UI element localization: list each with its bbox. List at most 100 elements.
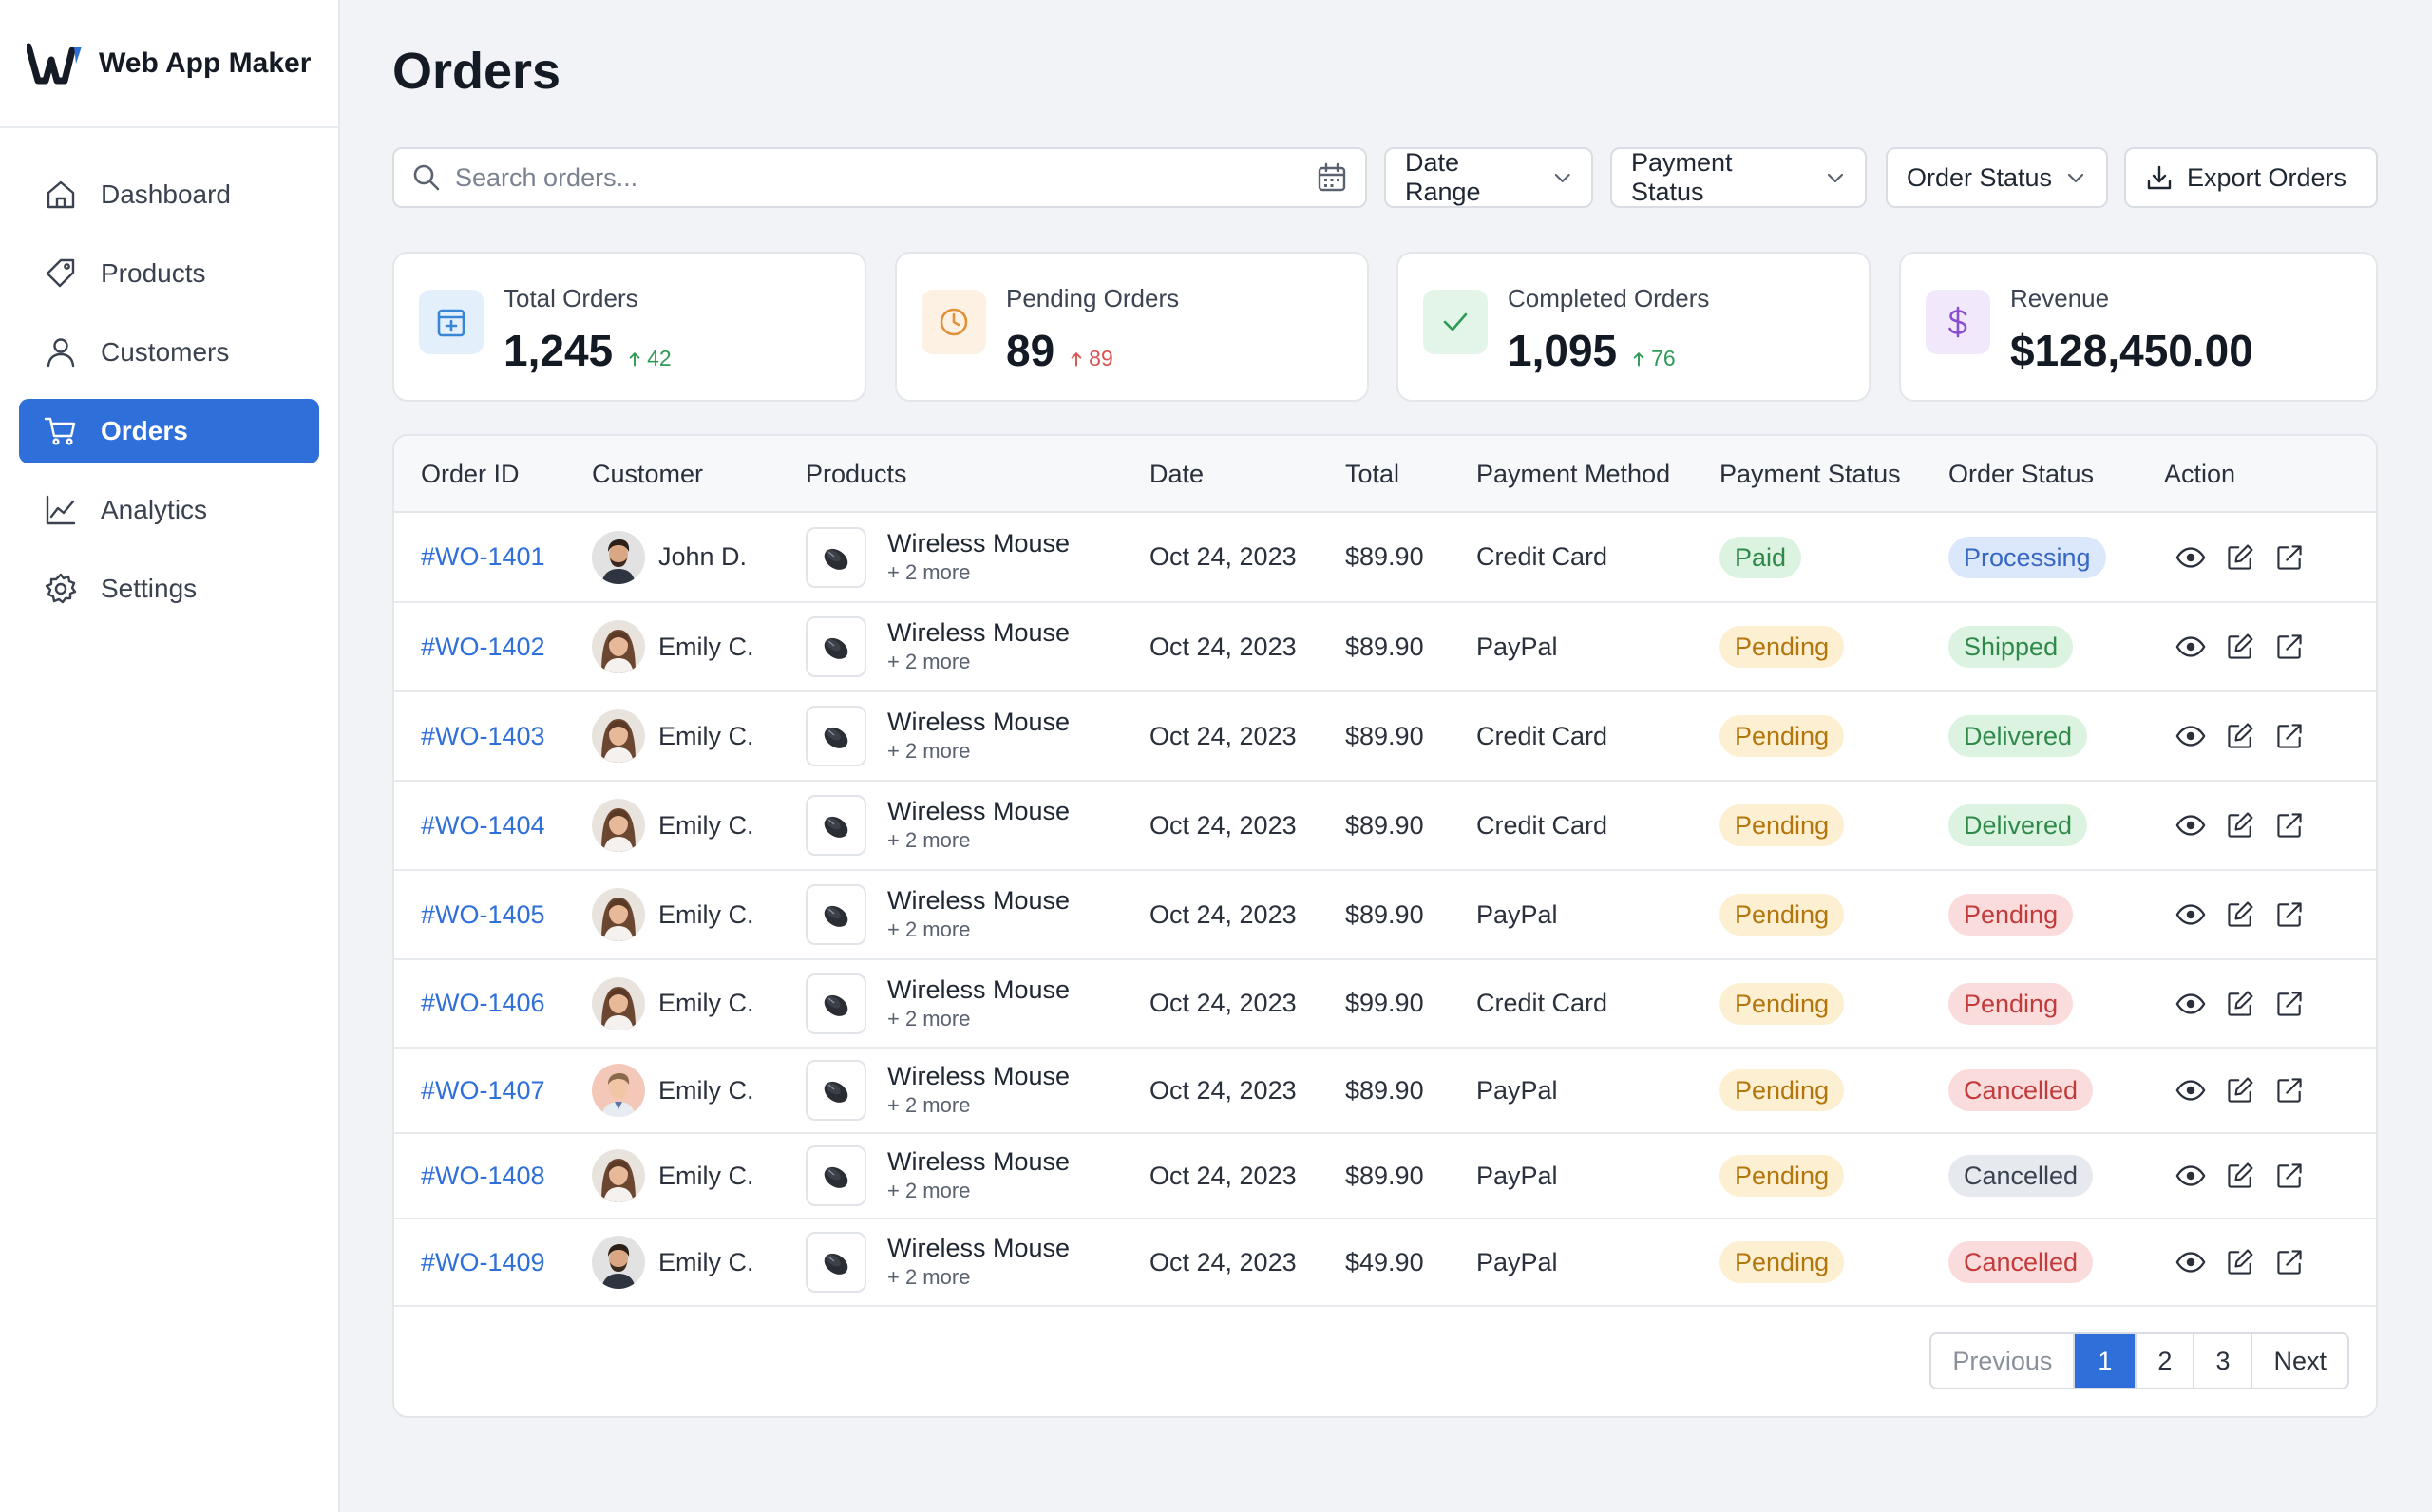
action-cell: [2174, 1049, 2322, 1132]
order-id-link[interactable]: #WO-1406: [421, 989, 545, 1017]
customer-cell: Emily C.: [592, 603, 754, 690]
eye-icon[interactable]: [2174, 540, 2208, 575]
edit-icon[interactable]: [2223, 630, 2257, 664]
search-box[interactable]: [392, 147, 1367, 208]
page-button-2[interactable]: 2: [2137, 1334, 2195, 1388]
table-row[interactable]: #WO-1408 Emily C. Wireless Mouse + 2 more Oc…: [394, 1134, 2376, 1219]
table-row[interactable]: #WO-1409 Emily C. Wireless Mouse + 2 more Oc…: [394, 1219, 2376, 1307]
edit-icon[interactable]: [2223, 987, 2257, 1021]
table-row[interactable]: #WO-1405 Emily C. Wireless Mouse + 2 more Oc…: [394, 871, 2376, 960]
table-row[interactable]: #WO-1402 Emily C. Wireless Mouse + 2 more Oc…: [394, 603, 2376, 692]
order-total: $89.90: [1345, 899, 1424, 929]
previous-page-button[interactable]: Previous: [1931, 1334, 2076, 1388]
order-id-link[interactable]: #WO-1404: [421, 810, 545, 840]
date-cell: Oct 24, 2023: [1150, 692, 1297, 780]
eye-icon[interactable]: [2174, 898, 2208, 932]
edit-external-icon[interactable]: [2272, 1073, 2307, 1107]
stat-trend-value: 89: [1089, 346, 1113, 370]
column-header-total[interactable]: Total: [1345, 460, 1400, 488]
edit-external-icon[interactable]: [2272, 1159, 2307, 1193]
payment-status-badge: Pending: [1720, 715, 1845, 757]
edit-icon[interactable]: [2223, 1245, 2257, 1279]
sidebar-item-dashboard[interactable]: Dashboard: [19, 162, 319, 227]
edit-external-icon[interactable]: [2272, 540, 2307, 575]
edit-icon[interactable]: [2223, 719, 2257, 753]
table-row[interactable]: #WO-1401 John D. Wireless Mouse + 2 more Oct…: [394, 513, 2376, 603]
column-header-payment-status[interactable]: Payment Status: [1720, 460, 1901, 488]
eye-icon[interactable]: [2174, 1245, 2208, 1279]
payment-method: Credit Card: [1476, 989, 1608, 1017]
page-button-1[interactable]: 1: [2075, 1334, 2138, 1388]
column-header-payment-method[interactable]: Payment Method: [1476, 460, 1671, 488]
stat-value: $128,450.00: [2010, 325, 2253, 376]
sidebar-item-customers[interactable]: Customers: [19, 320, 319, 385]
order-id-link[interactable]: #WO-1402: [421, 632, 545, 661]
table-row[interactable]: #WO-1407 Emily C. Wireless Mouse + 2 more Oc…: [394, 1049, 2376, 1134]
payment-status-dropdown[interactable]: Payment Status: [1610, 147, 1867, 208]
eye-icon[interactable]: [2174, 1159, 2208, 1193]
product-more: + 2 more: [887, 917, 971, 941]
column-header-date[interactable]: Date: [1150, 460, 1205, 488]
order-status-dropdown[interactable]: Order Status: [1886, 147, 2108, 208]
sidebar-item-orders[interactable]: Orders: [19, 399, 319, 463]
table-row[interactable]: #WO-1406 Emily C. Wireless Mouse + 2 more Oc…: [394, 960, 2376, 1049]
sidebar-item-analytics[interactable]: Analytics: [19, 478, 319, 542]
product-name: Wireless Mouse: [887, 708, 1071, 736]
order-id-link[interactable]: #WO-1409: [421, 1247, 545, 1276]
page-title: Orders: [392, 43, 561, 100]
product-more: + 2 more: [887, 650, 971, 673]
brand-logo-icon: [27, 43, 82, 84]
edit-external-icon[interactable]: [2272, 1245, 2307, 1279]
customer-cell: Emily C.: [592, 1049, 754, 1132]
stat-value: 1,245 42: [504, 325, 672, 376]
table-row[interactable]: #WO-1403 Emily C. Wireless Mouse + 2 more Oc…: [394, 692, 2376, 782]
date-range-dropdown[interactable]: Date Range: [1384, 147, 1593, 208]
edit-icon[interactable]: [2223, 1159, 2257, 1193]
stat-label: Revenue: [2010, 284, 2110, 312]
edit-external-icon[interactable]: [2272, 987, 2307, 1021]
edit-external-icon[interactable]: [2272, 630, 2307, 664]
calendar-icon[interactable]: [1316, 161, 1348, 194]
avatar: [592, 1236, 645, 1289]
date-cell: Oct 24, 2023: [1150, 871, 1297, 958]
page-button-3[interactable]: 3: [2194, 1334, 2253, 1388]
export-orders-button[interactable]: Export Orders: [2124, 147, 2378, 208]
sidebar-item-products[interactable]: Products: [19, 241, 319, 306]
stat-card-pending-orders: Pending Orders 89 89: [895, 252, 1369, 402]
edit-external-icon[interactable]: [2272, 898, 2307, 932]
column-header-order-status[interactable]: Order Status: [1948, 460, 2095, 488]
next-page-button[interactable]: Next: [2273, 1347, 2327, 1375]
eye-icon[interactable]: [2174, 1073, 2208, 1107]
product-names: Wireless Mouse + 2 more: [887, 885, 1070, 944]
eye-icon[interactable]: [2174, 987, 2208, 1021]
total-cell: $89.90: [1345, 1049, 1424, 1132]
column-header-action[interactable]: Action: [2164, 460, 2236, 488]
product-names: Wireless Mouse + 2 more: [887, 796, 1070, 855]
product-name: Wireless Mouse: [887, 797, 1071, 825]
brand[interactable]: Web App Maker: [0, 0, 338, 128]
edit-external-icon[interactable]: [2272, 719, 2307, 753]
order-id-link[interactable]: #WO-1405: [421, 899, 545, 929]
edit-icon[interactable]: [2223, 808, 2257, 842]
eye-icon[interactable]: [2174, 630, 2208, 664]
eye-icon[interactable]: [2174, 719, 2208, 753]
products-cell: Wireless Mouse + 2 more: [806, 960, 1070, 1047]
table-row[interactable]: #WO-1404 Emily C. Wireless Mouse + 2 more Oc…: [394, 782, 2376, 871]
product-name: Wireless Mouse: [887, 886, 1071, 915]
order-id-link[interactable]: #WO-1401: [421, 542, 545, 571]
order-id-link[interactable]: #WO-1403: [421, 721, 545, 750]
edit-icon[interactable]: [2223, 898, 2257, 932]
sidebar-item-settings[interactable]: Settings: [19, 557, 319, 621]
column-header-order-id[interactable]: Order ID: [421, 460, 520, 488]
avatar: [592, 1149, 645, 1202]
order-status-cell: Pending: [1948, 871, 2074, 958]
edit-icon[interactable]: [2223, 1073, 2257, 1107]
column-header-customer[interactable]: Customer: [592, 460, 704, 488]
eye-icon[interactable]: [2174, 808, 2208, 842]
search-input[interactable]: [455, 162, 1316, 193]
edit-icon[interactable]: [2223, 540, 2257, 575]
order-id-link[interactable]: #WO-1408: [421, 1161, 545, 1190]
column-header-products[interactable]: Products: [806, 460, 907, 488]
order-id-link[interactable]: #WO-1407: [421, 1075, 545, 1105]
edit-external-icon[interactable]: [2272, 808, 2307, 842]
